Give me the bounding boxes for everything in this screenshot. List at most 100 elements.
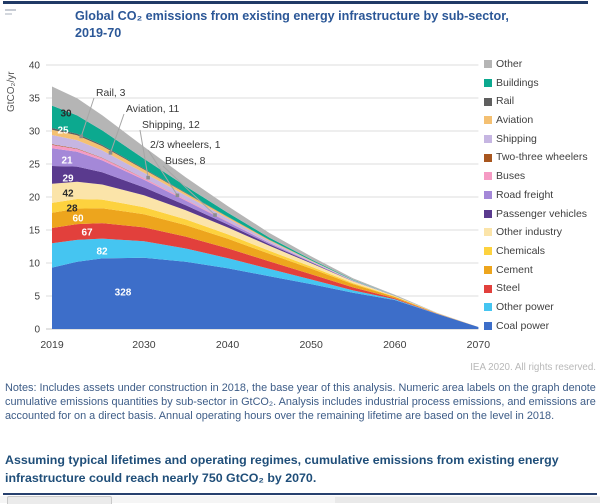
legend-item-passenger-vehicles: Passenger vehicles [484,208,588,221]
area-other [52,86,479,327]
svg-text:67: 67 [81,228,93,239]
stacked-area-chart: 0 5 10 15 20 25 30 35 40 2019 2030 2040 2050 2060 2070… [6,61,490,352]
legend-label: Other power [496,300,554,313]
area-coal-power [52,257,479,329]
takeaway-text: Assuming typical lifetimes and operating… [5,453,559,485]
copyright-text: IEA 2020. All rights reserved. [470,362,596,373]
legend: Other Buildings Rail Aviation Shipping Two-th… [484,58,588,338]
legend-swatch [484,321,492,330]
legend-label: Chemicals [496,244,546,257]
area-road-freight [52,148,479,327]
legend-label: Other [496,58,523,70]
bottom-strip-segment [335,497,600,503]
legend-item-two-three-wheelers: Two-three wheelers [484,151,588,164]
legend-label: Passenger vehicles [496,207,588,220]
area-shipping [52,135,479,327]
page-title-line2: 2019-70 [75,25,122,40]
legend-item-other: Other [484,58,588,71]
svg-text:30: 30 [60,109,72,120]
y-axis-ticks: 0 5 10 15 20 25 30 35 40 [29,61,41,336]
legend-item-rail: Rail [484,95,588,108]
bottom-tab-fragment[interactable] [7,496,112,504]
legend-swatch [484,209,492,218]
legend-swatch [484,265,492,274]
legend-item-aviation: Aviation [484,114,588,127]
legend-swatch [484,284,492,293]
legend-swatch [484,135,492,143]
svg-text:42: 42 [62,189,74,200]
legend-label: Steel [496,282,520,295]
svg-text:2060: 2060 [383,339,407,351]
annotation-shipping: Shipping, 12 [142,120,200,131]
legend-item-road-freight: Road freight [484,189,588,202]
legend-label: Buses [496,170,526,183]
area-other-power [52,238,479,327]
top-rule [3,1,588,4]
legend-label: Rail [496,95,515,108]
area-buildings [52,105,479,327]
svg-text:21: 21 [61,156,73,167]
svg-text:30: 30 [29,127,41,138]
svg-text:60: 60 [72,214,84,225]
area-passenger-vehicles [52,166,479,327]
legend-item-other-power: Other power [484,301,588,314]
svg-text:10: 10 [29,259,41,270]
legend-label: Cement [496,263,533,276]
legend-label: Road freight [496,188,554,201]
svg-text:2019: 2019 [40,339,64,351]
annotation-two-three-wheelers: 2/3 wheelers, 1 [150,140,221,151]
svg-text:25: 25 [29,160,41,171]
annotation-aviation: Aviation, 11 [126,104,180,115]
legend-item-buses: Buses [484,170,588,183]
page-edge-artifact [5,9,16,11]
svg-text:15: 15 [29,226,41,237]
svg-text:5: 5 [34,292,40,303]
area-aviation [52,129,479,327]
legend-swatch [484,60,492,69]
legend-swatch [484,247,492,256]
svg-text:2040: 2040 [216,339,240,351]
legend-label: Other industry [496,226,562,239]
svg-text:28: 28 [66,204,78,215]
bottom-strip [0,496,600,503]
svg-text:35: 35 [29,94,41,105]
svg-text:25: 25 [57,126,69,137]
page-title: Global CO₂ emissions from existing energ… [75,8,545,41]
legend-label: Aviation [496,114,534,127]
svg-text:328: 328 [115,288,132,299]
area-other-industry [52,181,479,327]
x-axis-ticks: 2019 2030 2040 2050 2060 2070 [40,339,490,351]
svg-text:2050: 2050 [299,339,323,351]
legend-item-cement: Cement [484,264,588,277]
svg-text:2030: 2030 [132,339,156,351]
bottom-rule [3,493,597,495]
page-edge-artifact [5,13,12,15]
svg-text:82: 82 [96,247,108,258]
svg-text:40: 40 [29,61,41,72]
legend-item-shipping: Shipping [484,133,588,146]
legend-swatch [484,228,492,237]
area-cement [52,208,479,327]
annotation-rail: Rail, 3 [96,88,126,99]
legend-swatch [484,172,492,181]
legend-label: Shipping [496,132,537,145]
legend-label: Two-three wheelers [496,151,588,164]
legend-item-other-industry: Other industry [484,226,588,239]
area-rail [52,128,479,327]
svg-text:0: 0 [34,325,40,336]
legend-swatch [484,191,492,200]
legend-swatch [484,78,492,87]
svg-text:29: 29 [62,174,74,185]
legend-label: Buildings [496,76,539,89]
y-axis-label: GtCO₂/yr [6,71,17,112]
area-steel [52,223,479,327]
legend-label: Coal power [496,319,550,332]
annotation-buses: Buses, 8 [165,156,206,167]
legend-item-steel: Steel [484,282,588,295]
svg-text:2070: 2070 [467,339,491,351]
legend-swatch [484,303,492,312]
legend-swatch [484,97,492,106]
legend-item-chemicals: Chemicals [484,245,588,258]
